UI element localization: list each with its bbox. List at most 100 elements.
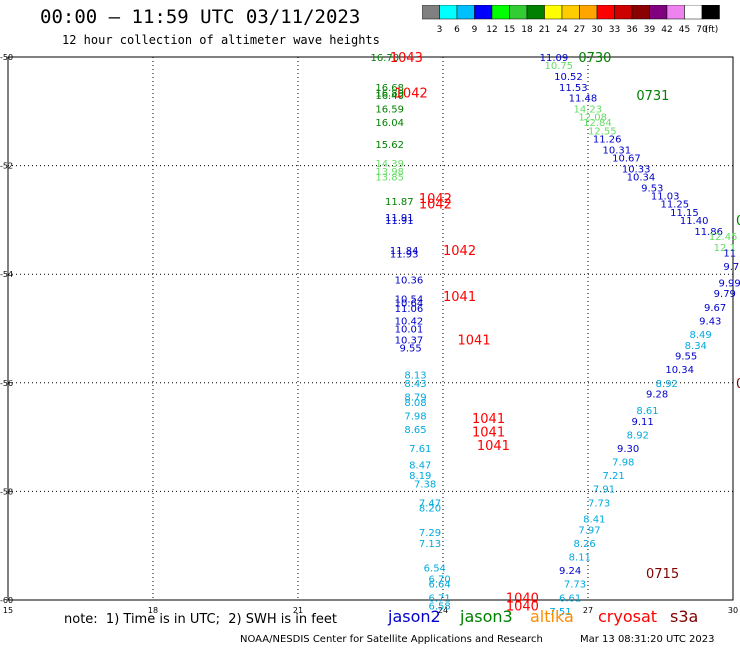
x-tick-label: 18 <box>148 606 158 615</box>
wave-height-label: 11.84 <box>390 246 419 257</box>
pass-time-label: 1041 <box>443 290 476 305</box>
footer-timestamp: Mar 13 08:31:20 UTC 2023 <box>580 634 715 645</box>
wave-height-label: 11.25 <box>661 200 690 211</box>
wave-height-label: 8.49 <box>690 330 712 341</box>
note-text: note: 1) Time is in UTC; 2) SWH is in fe… <box>64 612 337 627</box>
pass-time-label: 0714 <box>736 377 740 392</box>
wave-height-label: 13.98 <box>375 167 404 178</box>
wave-height-label: 6.61 <box>559 593 581 604</box>
satellite-legend-cryosat: cryosat <box>598 607 658 626</box>
wave-height-label: 8.92 <box>627 430 649 441</box>
page-subtitle: 12 hour collection of altimeter wave hei… <box>62 33 380 47</box>
wave-height-label: 11.15 <box>670 208 699 219</box>
colorbar-unit: (ft) <box>705 25 719 35</box>
wave-height-label: 9.55 <box>400 344 422 355</box>
wave-height-label: 16.68 <box>375 83 404 94</box>
wave-height-label: 11.48 <box>569 94 598 105</box>
wave-height-label: 11.91 <box>385 213 414 224</box>
pass-time-label: 1041 <box>458 333 491 348</box>
pass-time-label: 1042 <box>443 244 476 259</box>
wave-height-label: 7.91 <box>593 485 615 496</box>
wave-height-label: 16.70 <box>371 53 400 64</box>
wave-height-label: 10.75 <box>545 61 574 72</box>
pass-time-label: 1042 <box>419 198 452 213</box>
wave-height-label: 11.40 <box>680 216 709 227</box>
pass-time-label: 1043 <box>390 51 423 66</box>
wave-height-label: 8.47 <box>409 460 431 471</box>
wave-height-label: 8.26 <box>574 539 596 550</box>
pass-time-label: 1042 <box>419 192 452 207</box>
wave-height-label: 8.79 <box>404 392 426 403</box>
pass-time-label: 1042 <box>395 86 428 101</box>
colorbar-tick-label: 33 <box>609 25 620 35</box>
pass-time-label: 1040 <box>506 599 539 614</box>
wave-height-label: 11.87 <box>385 197 414 208</box>
wave-height-label: 6.64 <box>429 580 451 591</box>
wave-height-label: 8.61 <box>636 406 658 417</box>
colorbar-tick-label: 9 <box>472 25 478 35</box>
wave-height-label: 6.54 <box>424 563 446 574</box>
wave-height-label: 9.79 <box>714 289 736 300</box>
wave-height-label: 7.73 <box>588 498 610 509</box>
wave-height-label: 10.01 <box>395 325 424 336</box>
track-east-values: 11.0910.7510.5211.5311.4814.2312.0812.84… <box>540 53 740 618</box>
wave-height-label: 11 <box>723 248 736 259</box>
x-tick-label: 24 <box>438 606 448 615</box>
wave-height-label: 8.20 <box>419 504 441 515</box>
wave-height-label: 11.91 <box>385 216 414 227</box>
footer-credit: NOAA/NESDIS Center for Satellite Applica… <box>240 634 543 645</box>
wave-height-label: 12.1 <box>714 243 736 254</box>
wave-height-label: 8.34 <box>685 341 707 352</box>
wave-height-label: 10.54 <box>395 295 424 306</box>
wave-height-label: 7.38 <box>414 479 436 490</box>
y-tick-label: -58 <box>0 487 13 496</box>
wave-height-label: 8.92 <box>656 379 678 390</box>
wave-height-label: 9.67 <box>704 303 726 314</box>
wave-height-label: 16.40 <box>375 91 404 102</box>
wave-height-label: 10.37 <box>395 335 424 346</box>
wave-height-label: 8.08 <box>404 398 426 409</box>
wave-height-label: 6.71 <box>429 593 451 604</box>
y-tick-label: -54 <box>0 270 13 279</box>
wave-height-label: 11.03 <box>651 191 680 202</box>
wave-height-label: 12.55 <box>588 126 617 137</box>
wave-height-label: 10.34 <box>665 365 694 376</box>
wave-height-label: 13.85 <box>375 172 404 183</box>
wave-height-label: 10.64 <box>395 298 424 309</box>
wave-height-label: 11.93 <box>390 250 419 261</box>
pass-time-label: 1041 <box>472 426 505 441</box>
x-tick-label: 27 <box>583 606 593 615</box>
x-tick-label: 15 <box>3 606 13 615</box>
pass-time-label: 1041 <box>472 412 505 427</box>
wave-height-label: 9.55 <box>675 352 697 363</box>
y-tick-label: -56 <box>0 379 13 388</box>
wave-height-label: 8.43 <box>404 379 426 390</box>
wave-height-label: 10.33 <box>622 164 651 175</box>
plot-frame <box>7 56 734 601</box>
wave-height-label: 10.67 <box>612 153 641 164</box>
wave-height-label: 7.73 <box>564 580 586 591</box>
colorbar-swatch <box>701 5 720 20</box>
wave-height-label: 7.13 <box>419 539 441 550</box>
wave-height-label: 9.24 <box>559 566 581 577</box>
wave-height-label: 7.29 <box>419 528 441 539</box>
colorbar-tick-label: 3 <box>437 25 443 35</box>
wave-height-label: 10.52 <box>554 72 583 83</box>
wave-height-label: 6.58 <box>429 601 451 612</box>
y-tick-label: -52 <box>0 162 13 171</box>
wave-height-label: 8.19 <box>409 471 431 482</box>
colorbar-tick-label: 21 <box>539 25 550 35</box>
pass-time-labels: 1043104210421042104210411041104110411041… <box>390 51 740 614</box>
colorbar-tick-label: 70 <box>696 25 708 35</box>
wave-height-label: 15.62 <box>375 140 404 151</box>
y-tick-label: -60 <box>0 596 13 605</box>
page-title: 00:00 – 11:59 UTC 03/11/2023 <box>40 6 361 28</box>
colorbar-tick-label: 27 <box>574 25 585 35</box>
wave-height-label: 9.7 <box>723 262 739 273</box>
colorbar-tick-label: 6 <box>454 25 460 35</box>
wave-height-label: 12.45 <box>709 232 738 243</box>
wave-height-label: 7.61 <box>409 444 431 455</box>
wave-height-label: 7.51 <box>549 607 571 618</box>
x-tick-label: 30 <box>728 606 738 615</box>
